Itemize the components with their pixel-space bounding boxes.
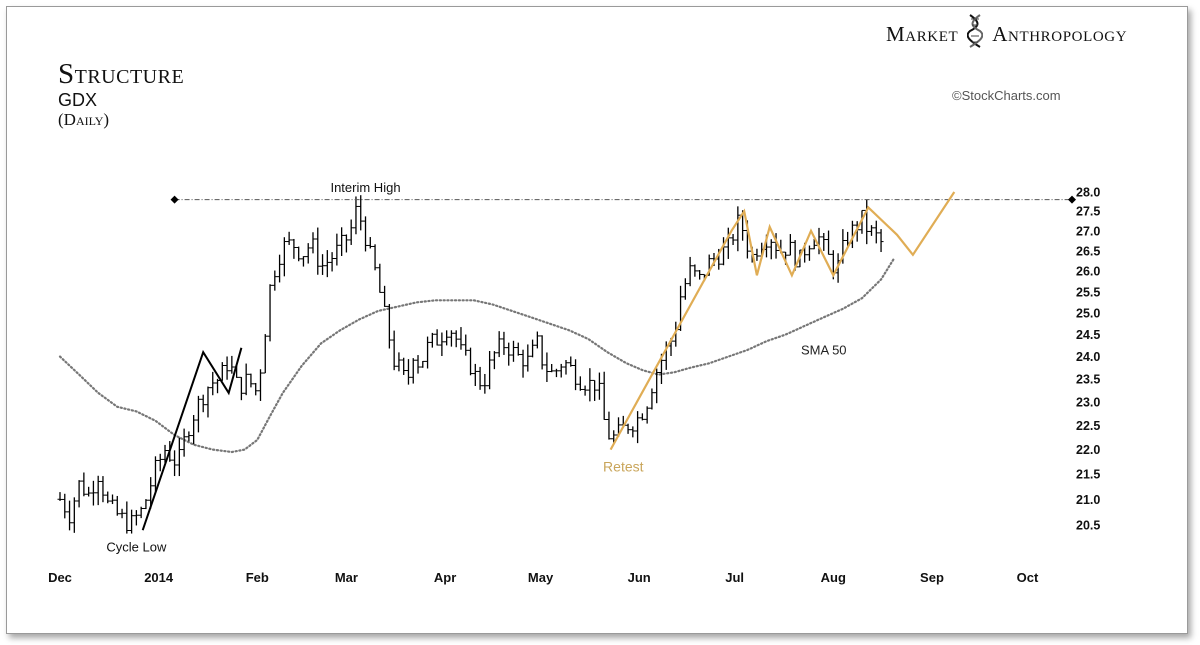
x-tick-label: Aug bbox=[821, 570, 846, 585]
chart-symbol: GDX bbox=[58, 90, 98, 110]
x-tick-label: Sep bbox=[920, 570, 944, 585]
x-tick-label: Apr bbox=[434, 570, 456, 585]
black-trend-zigzag bbox=[141, 347, 243, 531]
y-tick-label: 27.0 bbox=[1076, 224, 1100, 238]
y-tick-label: 21.0 bbox=[1076, 493, 1100, 507]
y-tick-label: 28.0 bbox=[1076, 186, 1100, 200]
x-tick-label: May bbox=[528, 570, 554, 585]
y-tick-label: 22.5 bbox=[1076, 419, 1100, 433]
axis-layer: 28.0 27.5 27.0 26.5 26.0 25.5 25.0 24.5 24.0 23.5… bbox=[48, 186, 1100, 586]
chart-frame bbox=[6, 6, 1188, 634]
y-tick-label: 24.5 bbox=[1076, 328, 1100, 342]
y-tick-label: 21.5 bbox=[1076, 468, 1100, 482]
x-tick-label: Jul bbox=[725, 570, 744, 585]
y-tick-label: 26.5 bbox=[1076, 244, 1100, 258]
brand-logo: Market Anthropology bbox=[886, 14, 1127, 54]
y-tick-label: 20.5 bbox=[1076, 519, 1100, 533]
chart-title: Structure bbox=[58, 58, 185, 90]
y-tick-label: 26.0 bbox=[1076, 265, 1100, 279]
x-tick-label: 2014 bbox=[144, 570, 174, 585]
chart-period: (Daily) bbox=[58, 110, 110, 129]
x-tick-label: Oct bbox=[1017, 570, 1039, 585]
y-tick-label: 22.0 bbox=[1076, 443, 1100, 457]
sma-50-line bbox=[58, 257, 895, 454]
x-tick-label: Dec bbox=[48, 570, 72, 585]
chart-title-block: Structure GDX (Daily) bbox=[58, 58, 184, 130]
copyright-text: ©StockCharts.com bbox=[952, 88, 1061, 103]
annotation-lines-layer bbox=[141, 191, 1076, 531]
y-tick-label: 27.5 bbox=[1076, 205, 1100, 219]
annotation-sma-50: SMA 50 bbox=[801, 342, 847, 357]
y-tick-label: 23.5 bbox=[1076, 373, 1100, 387]
y-tick-label: 23.0 bbox=[1076, 396, 1100, 410]
x-tick-label: Jun bbox=[628, 570, 651, 585]
interim-high-diamond-left bbox=[170, 195, 179, 204]
annotation-interim-high: Interim High bbox=[330, 180, 400, 195]
brand-word-right: Anthropology bbox=[992, 21, 1128, 46]
annotation-text-layer: Interim High Cycle Low Retest SMA 50 bbox=[106, 180, 846, 554]
annotation-cycle-low: Cycle Low bbox=[106, 539, 167, 554]
annotation-retest: Retest bbox=[603, 459, 644, 475]
x-tick-label: Mar bbox=[335, 570, 358, 585]
x-tick-label: Feb bbox=[246, 570, 269, 585]
y-tick-label: 25.5 bbox=[1076, 285, 1100, 299]
interim-high-diamond-right bbox=[1068, 195, 1076, 204]
y-tick-label: 24.0 bbox=[1076, 350, 1100, 364]
dna-helix-icon bbox=[966, 14, 984, 54]
y-tick-label: 25.0 bbox=[1076, 307, 1100, 321]
gold-projection-path bbox=[609, 191, 956, 451]
sma-layer bbox=[58, 257, 895, 454]
price-bars-layer bbox=[57, 195, 884, 534]
brand-word-left: Market bbox=[886, 21, 959, 46]
